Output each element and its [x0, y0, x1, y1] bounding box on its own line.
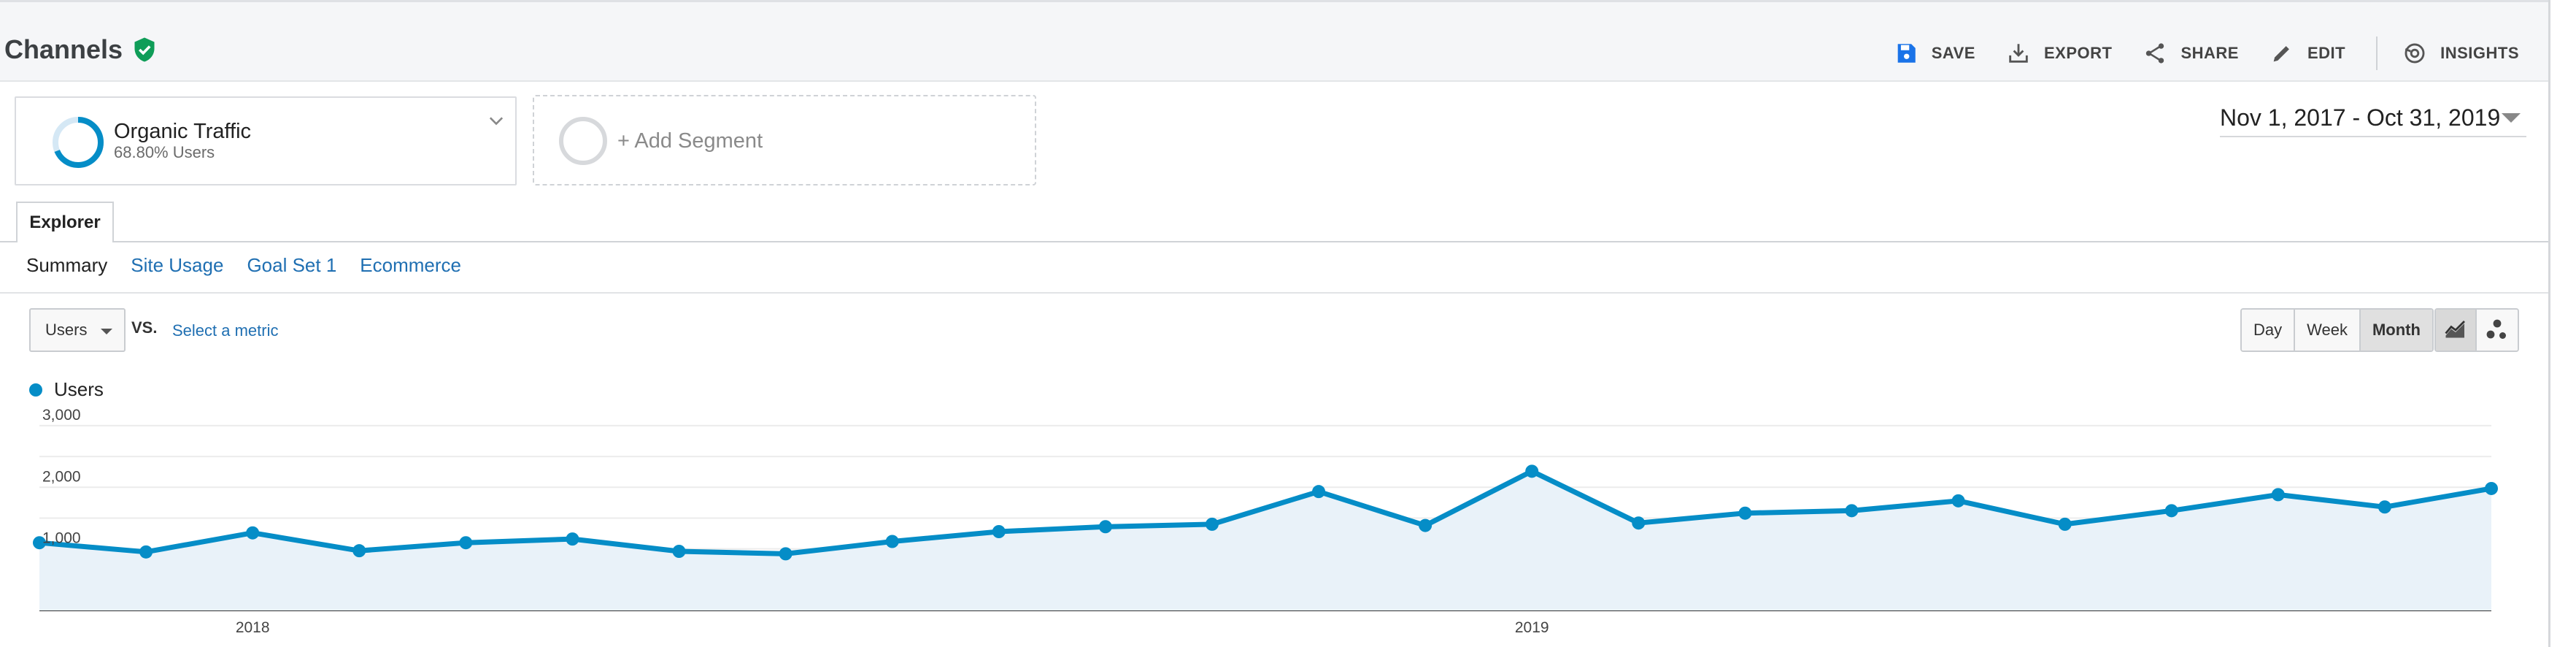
users-data-point[interactable] [779, 547, 793, 561]
segment-organic-traffic[interactable]: Organic Traffic 68.80% Users [15, 96, 517, 185]
export-button[interactable]: EXPORT [2006, 41, 2143, 66]
users-line-chart: 1,000 2,000 3,000 2018 2019 [33, 409, 2498, 636]
users-data-point[interactable] [1525, 464, 1539, 478]
save-label: SAVE [1931, 44, 1975, 62]
line-chart-button[interactable] [2436, 310, 2477, 351]
empty-segment-circle-icon [559, 117, 607, 165]
y-tick-label: 1,000 [42, 530, 81, 547]
interval-toggle: Day Week Month [2240, 308, 2434, 352]
segment-detail: 68.80% Users [114, 143, 215, 161]
users-data-point[interactable] [1098, 520, 1112, 534]
users-data-point[interactable] [352, 544, 366, 558]
chevron-down-icon[interactable] [486, 111, 506, 131]
users-data-point[interactable] [246, 526, 260, 540]
users-series-line [39, 468, 2492, 556]
share-button[interactable]: SHARE [2143, 41, 2270, 66]
export-label: EXPORT [2043, 44, 2113, 62]
explorer-subtabs: Summary Site Usage Goal Set 1 Ecommerce [26, 254, 461, 277]
line-chart-icon [2445, 321, 2465, 338]
users-data-point[interactable] [33, 536, 46, 550]
interval-month-button[interactable]: Month [2360, 310, 2432, 351]
verified-shield-icon [134, 37, 155, 62]
users-area-fill [39, 471, 2491, 610]
insights-label: INSIGHTS [2440, 44, 2519, 62]
legend-dot-users [29, 383, 42, 397]
subtab-divider [0, 292, 2548, 294]
tab-explorer[interactable]: Explorer [16, 202, 114, 242]
page-title: Channels [4, 34, 158, 65]
chart-type-toggle [2434, 308, 2519, 352]
share-label: SHARE [2180, 44, 2239, 62]
users-data-point[interactable] [139, 545, 153, 559]
caret-down-icon [101, 329, 112, 334]
add-segment-label: + Add Segment [617, 129, 763, 153]
users-data-point[interactable] [1845, 504, 1859, 518]
content-edge-divider [2548, 0, 2550, 647]
motion-chart-icon [2486, 319, 2506, 339]
insights-button[interactable]: INSIGHTS [2402, 41, 2550, 66]
tab-divider [0, 241, 2548, 242]
users-data-point[interactable] [885, 535, 899, 548]
metric-selected: Users [45, 321, 88, 339]
insights-icon [2405, 43, 2425, 64]
page-title-text: Channels [4, 34, 123, 64]
users-data-point[interactable] [2485, 481, 2498, 495]
subtab-site-usage[interactable]: Site Usage [131, 254, 224, 276]
users-data-point[interactable] [566, 532, 579, 546]
date-range-picker[interactable]: Nov 1, 2017 - Oct 31, 2019 [2220, 99, 2526, 137]
subtab-summary[interactable]: Summary [26, 254, 108, 276]
share-icon [2146, 43, 2164, 64]
chart-legend: Users [29, 378, 104, 401]
users-data-point[interactable] [1738, 506, 1752, 520]
date-range-label: Nov 1, 2017 - Oct 31, 2019 [2220, 104, 2501, 131]
save-icon [1897, 44, 1916, 63]
subtab-goal-set-1[interactable]: Goal Set 1 [247, 254, 337, 276]
users-data-point[interactable] [1205, 517, 1219, 531]
x-tick-label: 2018 [236, 619, 270, 636]
y-tick-label: 2,000 [42, 468, 81, 485]
users-data-point[interactable] [1632, 516, 1646, 530]
segment-name: Organic Traffic [114, 120, 252, 143]
users-data-point[interactable] [992, 525, 1006, 538]
users-data-point[interactable] [2058, 517, 2072, 531]
users-data-point[interactable] [1312, 485, 1326, 499]
export-icon [2009, 44, 2028, 63]
users-data-point[interactable] [2271, 488, 2285, 502]
y-tick-label: 3,000 [42, 409, 81, 424]
users-data-point[interactable] [1951, 494, 1965, 508]
save-button[interactable]: SAVE [1894, 41, 2006, 66]
interval-week-button[interactable]: Week [2295, 310, 2361, 351]
report-actions: SAVE EXPORT SHARE EDIT INSIGHTS [1894, 36, 2550, 71]
actions-divider [2376, 37, 2378, 70]
subtab-ecommerce[interactable]: Ecommerce [360, 254, 461, 276]
add-segment-button[interactable]: + Add Segment [533, 95, 1036, 185]
motion-chart-button[interactable] [2477, 310, 2518, 351]
legend-label-users: Users [54, 378, 104, 400]
users-data-point[interactable] [2164, 504, 2178, 518]
x-tick-label: 2019 [1515, 619, 1549, 636]
segment-donut-icon [53, 117, 104, 168]
select-metric-link[interactable]: Select a metric [172, 321, 279, 340]
vs-label: VS. [131, 318, 158, 337]
caret-down-icon [2502, 112, 2521, 123]
users-data-point[interactable] [459, 536, 473, 550]
users-data-point[interactable] [2378, 500, 2391, 514]
users-data-point[interactable] [1419, 518, 1432, 532]
report-header: Channels SAVE EXPORT SHARE EDIT INSIGHTS [0, 0, 2550, 82]
edit-label: EDIT [2307, 44, 2346, 62]
users-data-point[interactable] [672, 545, 686, 558]
metric-dropdown[interactable]: Users [29, 308, 126, 352]
interval-day-button[interactable]: Day [2242, 310, 2296, 351]
edit-button[interactable]: EDIT [2270, 41, 2376, 66]
edit-icon [2273, 46, 2289, 62]
